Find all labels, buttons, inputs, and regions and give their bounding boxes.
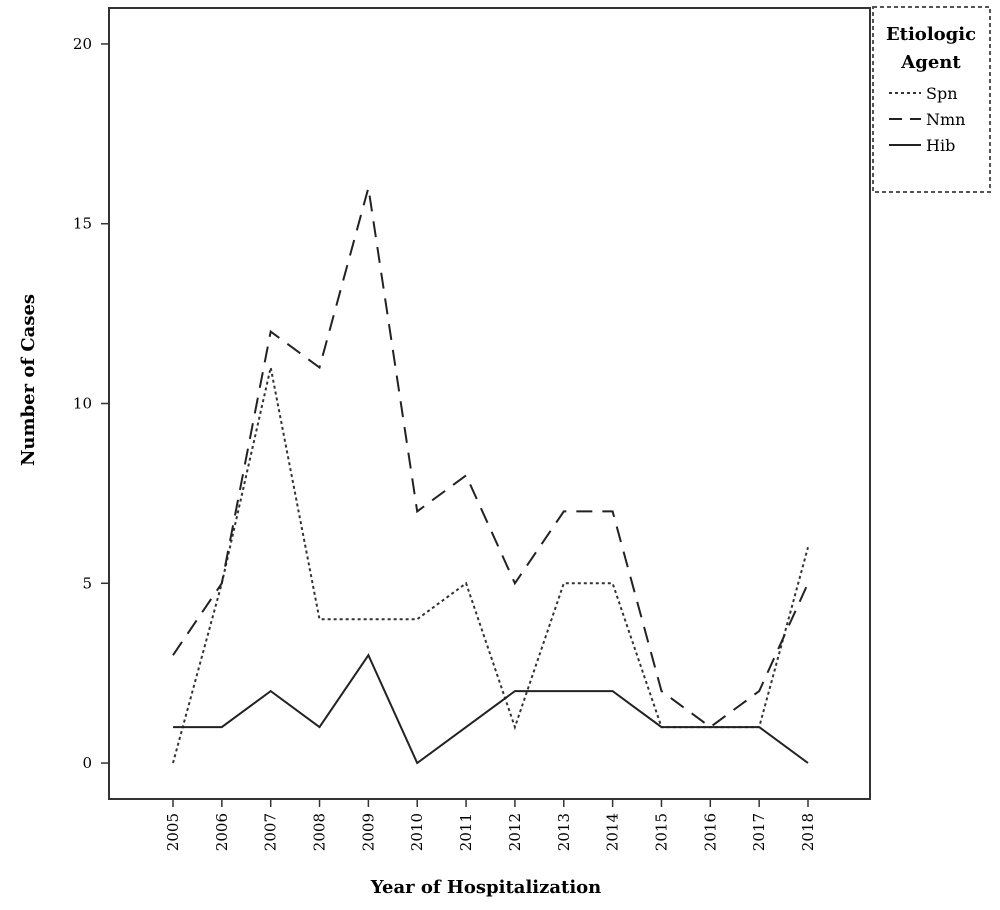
series-layer: [172, 187, 809, 765]
x-tick-label-2014: 2014: [604, 813, 622, 851]
x-tick-label-2007: 2007: [262, 813, 280, 851]
x-tick-label-2005: 2005: [164, 813, 182, 851]
legend-title-line-2: Agent: [900, 52, 961, 73]
x-tick-label-2015: 2015: [652, 813, 670, 851]
series-line-nmn: [172, 187, 809, 729]
y-tick-label-20: 20: [73, 35, 92, 53]
series-line-spn: [172, 367, 809, 764]
legend-box: [872, 6, 991, 193]
x-axis-title: Year of Hospitalization: [370, 877, 602, 898]
y-tick-label-15: 15: [73, 215, 92, 233]
x-tick-label-2009: 2009: [359, 813, 377, 851]
y-axis: 0 5 10 15 20: [73, 35, 109, 772]
x-tick-label-2017: 2017: [750, 813, 768, 851]
legend: Etiologic Agent Spn Nmn Hib: [872, 6, 991, 193]
x-tick-label-2010: 2010: [408, 813, 426, 851]
legend-title-line-1: Etiologic: [886, 24, 976, 45]
y-tick-label-5: 5: [82, 574, 92, 592]
y-tick-label-10: 10: [73, 395, 92, 413]
y-axis-title: Number of Cases: [18, 294, 39, 466]
x-tick-label-2006: 2006: [213, 813, 231, 851]
legend-label-nmn: Nmn: [926, 110, 965, 129]
legend-items: Spn Nmn Hib: [889, 84, 965, 155]
series-line-hib: [173, 653, 809, 765]
x-tick-label-2016: 2016: [701, 813, 719, 851]
x-tick-label-2011: 2011: [457, 813, 475, 851]
x-axis: 2005 2006 2007 2008 2009 2010 2011 2012 2013 2014…: [164, 799, 817, 851]
plot-frame: [108, 7, 871, 800]
y-tick-label-0: 0: [82, 754, 92, 772]
legend-label-hib: Hib: [926, 136, 955, 155]
legend-label-spn: Spn: [926, 84, 958, 103]
x-tick-label-2013: 2013: [555, 813, 573, 851]
x-tick-label-2008: 2008: [311, 813, 329, 851]
x-tick-label-2012: 2012: [506, 813, 524, 851]
x-tick-label-2018: 2018: [799, 813, 817, 851]
